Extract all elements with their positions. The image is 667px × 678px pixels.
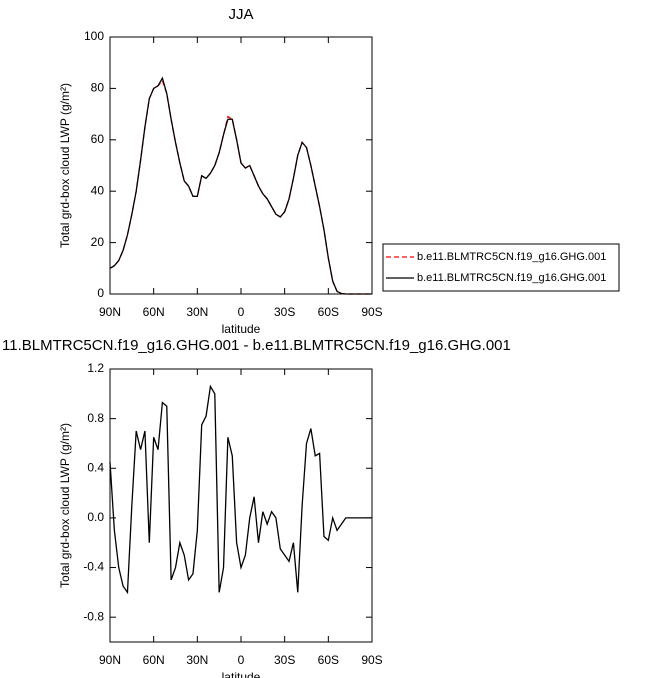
- chart-title: 11.BLMTRC5CN.f19_g16.GHG.001 - b.e11.BLM…: [2, 337, 511, 354]
- legend-label: b.e11.BLMTRC5CN.f19_g16.GHG.001: [417, 251, 606, 263]
- legend-label: b.e11.BLMTRC5CN.f19_g16.GHG.001: [417, 272, 606, 284]
- x-tick-label: 60N: [143, 305, 165, 319]
- plot-frame: [109, 36, 373, 295]
- x-tick-label: 90S: [361, 305, 382, 319]
- y-tick-label: -0.8: [83, 609, 104, 623]
- y-tick-label: 20: [91, 235, 105, 249]
- y-tick-label: 0.0: [87, 510, 104, 524]
- data-line: [109, 76, 372, 295]
- y-tick-label: 80: [91, 81, 105, 95]
- x-tick-label: 30S: [274, 305, 295, 319]
- y-tick-label: 40: [91, 183, 105, 197]
- y-tick-label: 0.4: [87, 460, 104, 474]
- x-tick-label: 60S: [318, 653, 339, 667]
- data-line: [109, 79, 372, 295]
- x-axis-title: latitude: [222, 322, 261, 336]
- x-tick-label: 30N: [186, 653, 208, 667]
- y-tick-label: 100: [84, 29, 104, 43]
- legend-box: [382, 243, 620, 292]
- x-tick-label: 30S: [274, 653, 295, 667]
- x-tick-label: 0: [238, 305, 245, 319]
- y-tick-label: -0.4: [83, 560, 104, 574]
- y-tick-label: 60: [91, 132, 105, 146]
- x-tick-label: 60S: [318, 305, 339, 319]
- x-tick-label: 90S: [361, 653, 382, 667]
- y-tick-label: 0: [97, 286, 104, 300]
- y-tick-label: 1.2: [87, 361, 104, 375]
- x-tick-label: 30N: [186, 305, 208, 319]
- data-line: [109, 384, 372, 595]
- x-tick-label: 60N: [143, 653, 165, 667]
- x-tick-label: 90N: [99, 653, 121, 667]
- chart-title: JJA: [228, 6, 253, 23]
- y-tick-label: 0.8: [87, 411, 104, 425]
- plot-frame: [109, 368, 373, 643]
- x-tick-label: 90N: [99, 305, 121, 319]
- y-axis-title: Total grd-box cloud LWP (g/m²): [58, 83, 72, 248]
- x-tick-label: 0: [238, 653, 245, 667]
- y-axis-title: Total grd-box cloud LWP (g/m²): [58, 423, 72, 588]
- x-axis-title: latitude: [222, 670, 261, 678]
